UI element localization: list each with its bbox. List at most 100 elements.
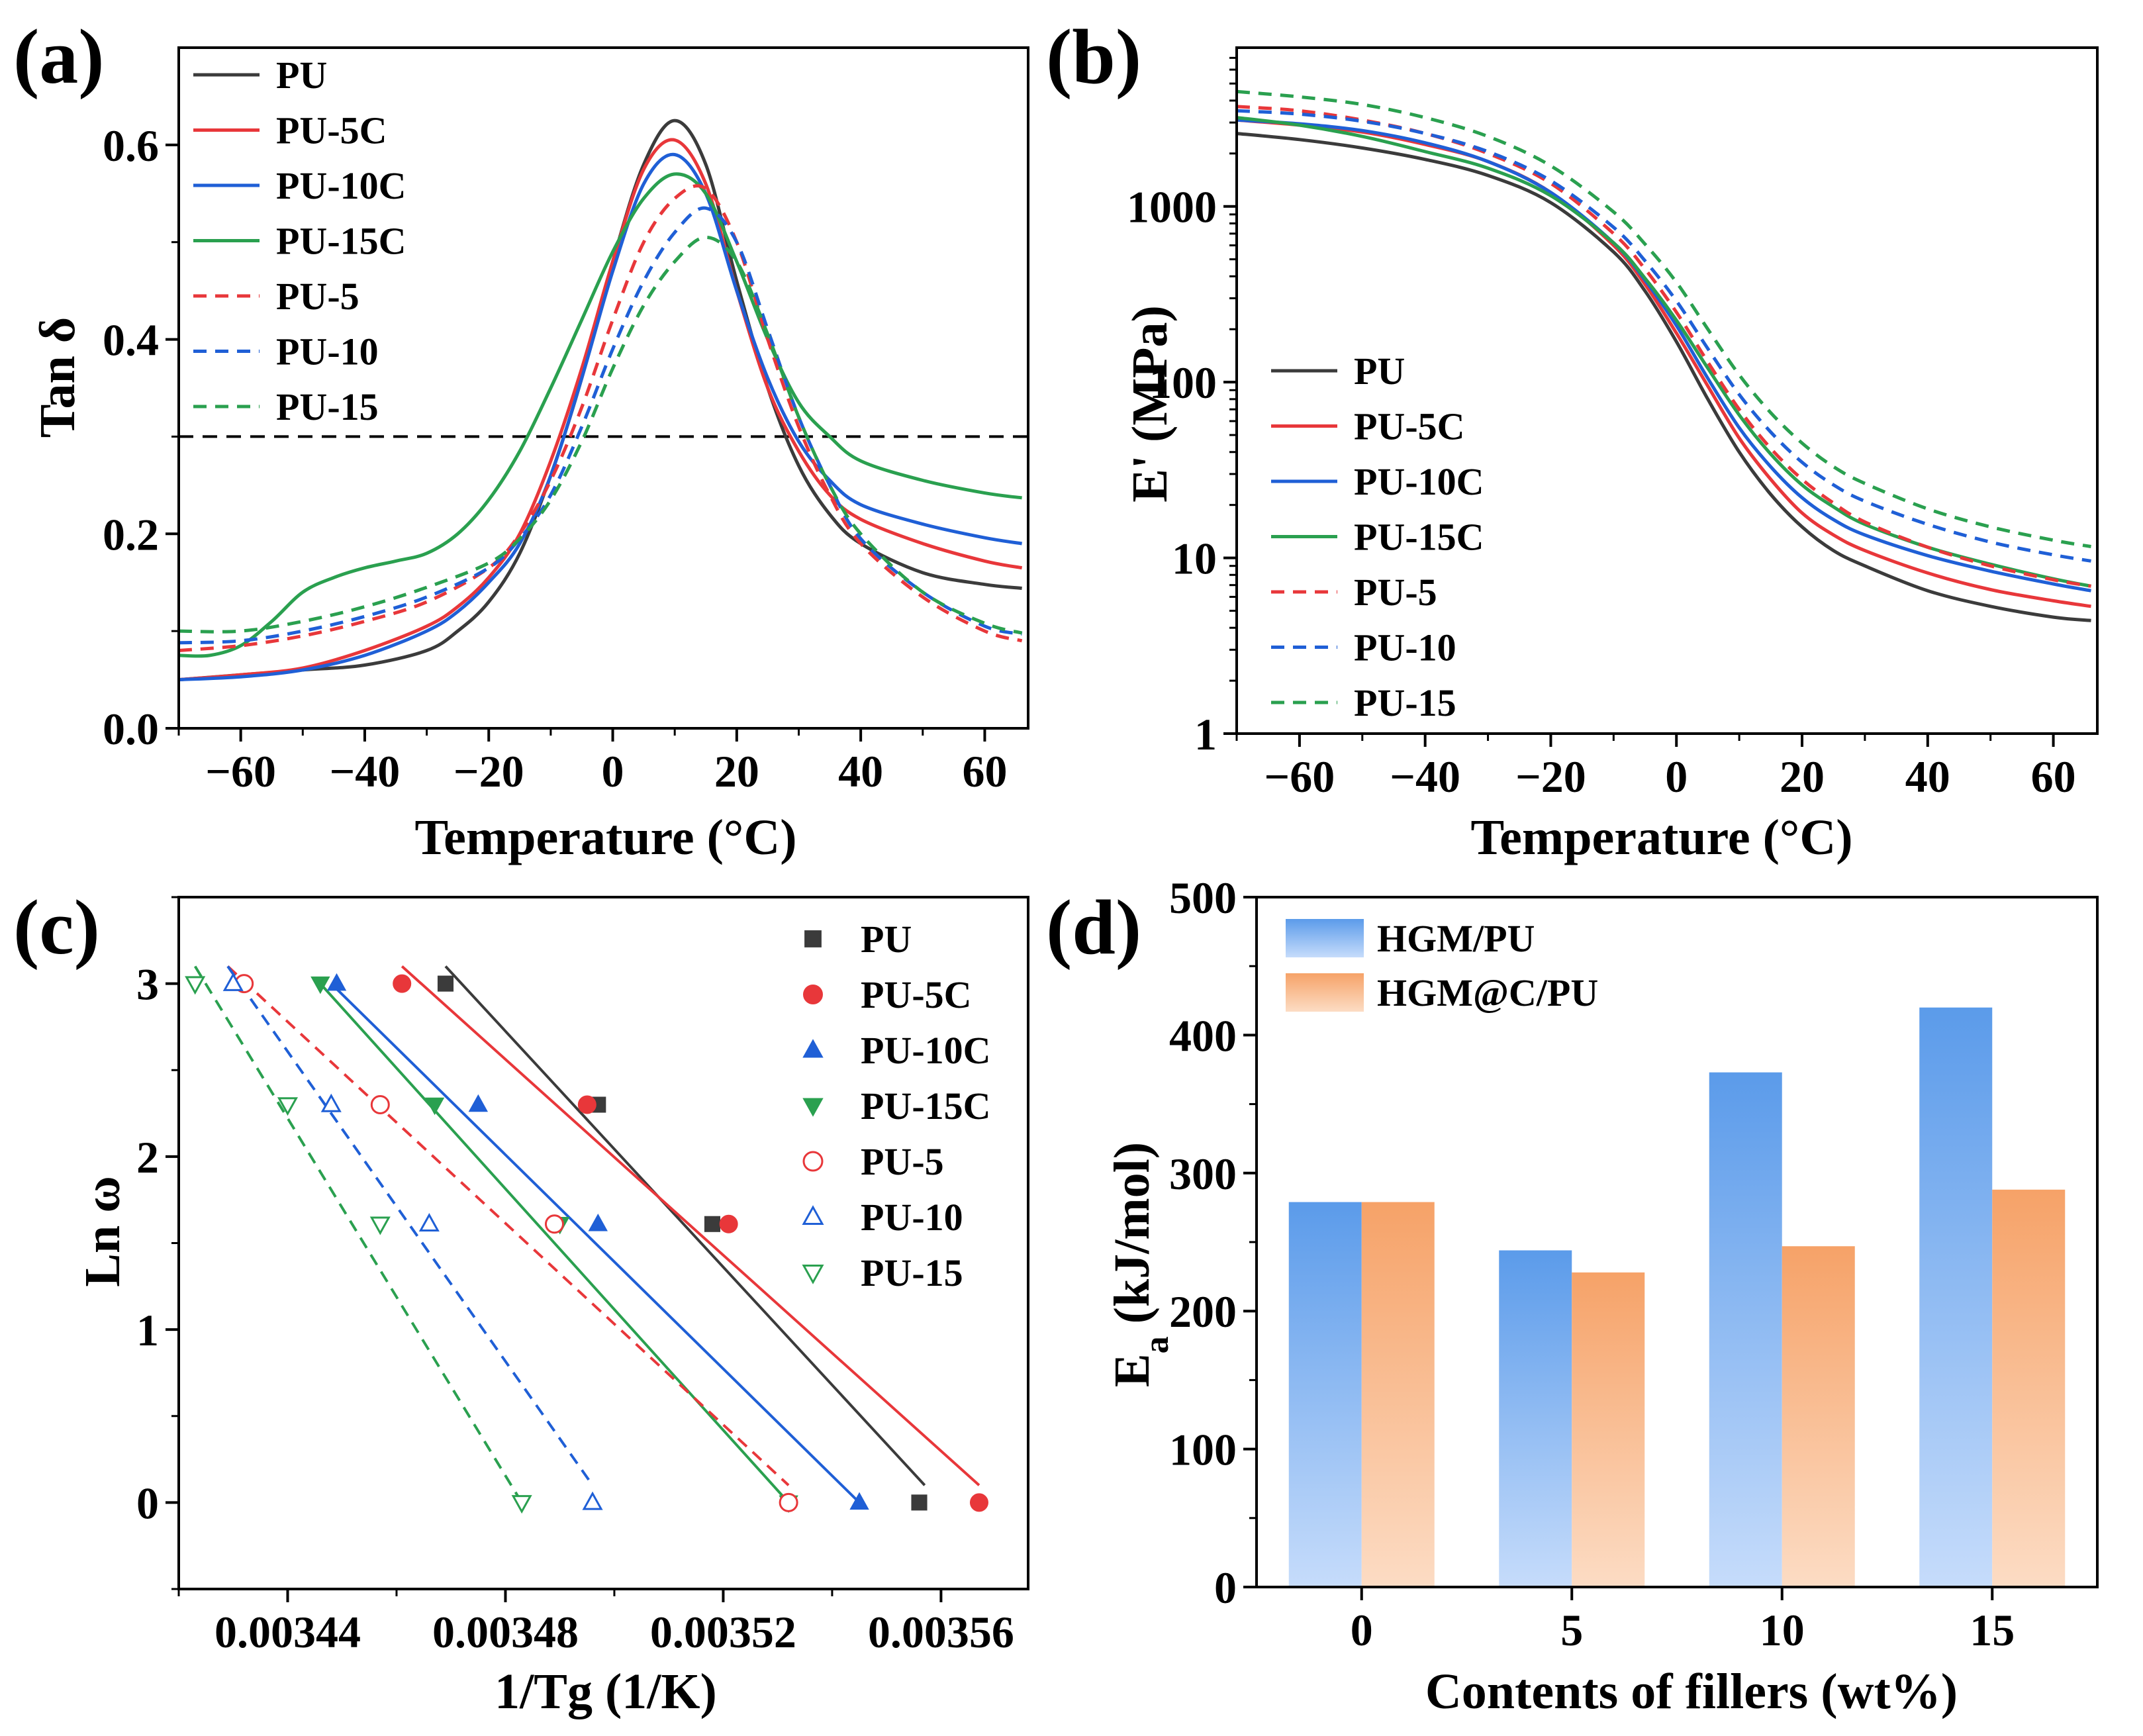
panel-c-fit-line-pu-10	[226, 965, 594, 1486]
panel-c-legend-label-pu-15c: PU-15C	[861, 1085, 991, 1128]
panel-c-ytick-label: 3	[136, 959, 159, 1010]
panel-a-legend-label-pu: PU	[276, 54, 327, 97]
panel-b-legend-label-pu-10: PU-10	[1354, 626, 1456, 669]
panel-b-legend-label-pu: PU	[1354, 350, 1405, 393]
panel-b-legend-label-pu-5: PU-5	[1354, 571, 1437, 614]
panel-c-point-pu-5c	[577, 1095, 596, 1114]
panel-a-tan-delta: (a) Temperature (°C) Tan δ −60 −40 −20 0 20 4…	[13, 13, 1029, 865]
panel-c-legend-label-pu-5: PU-5	[861, 1140, 944, 1183]
panel-d-bar-hgm-pu-15	[1919, 1007, 1993, 1587]
panel-c-point-pu-10c	[849, 1492, 869, 1510]
panel-b-xtick-label: −40	[1390, 751, 1460, 802]
panel-c-point-pu-15c	[424, 1097, 445, 1116]
panel-b-legend-label-pu-15: PU-15	[1354, 681, 1456, 724]
panel-b-legend-label-pu-15c: PU-15C	[1354, 516, 1484, 559]
panel-d-xtick-label: 5	[1560, 1605, 1583, 1655]
panel-c-xtick-label: 0.00352	[650, 1607, 796, 1657]
panel-c-ytick-label: 2	[136, 1132, 159, 1182]
panel-c-legend-label-pu-10c: PU-10C	[861, 1029, 991, 1072]
panel-c-point-pu-10	[320, 1093, 342, 1112]
panel-c-frame	[177, 896, 1029, 1590]
panel-d-bar-hgm-c-pu-5	[1572, 1272, 1645, 1587]
panel-c-point-pu-10c	[588, 1214, 608, 1231]
panel-a-xtick-label: 40	[838, 746, 883, 796]
panel-c-point-pu-10c	[468, 1094, 489, 1112]
panel-c-point-pu	[911, 1494, 928, 1511]
panel-c-point-pu	[704, 1216, 721, 1232]
panel-d-xtick-label: 10	[1760, 1605, 1805, 1655]
panel-c-ytick-label: 1	[136, 1305, 159, 1355]
panel-a-xtick-label: 60	[962, 746, 1007, 796]
panel-b-storage-modulus: (b) Temperature (°C) E' (MPa) −60 −40 −20 0…	[1046, 13, 2099, 865]
panel-d-ytick-label: 300	[1169, 1149, 1237, 1199]
panel-d-label: (d)	[1046, 884, 1141, 971]
panel-a-legend-label-pu-5c: PU-5C	[276, 109, 387, 152]
panel-b-xtick-label: −20	[1515, 751, 1586, 802]
panel-c-ytick-label: 0	[136, 1478, 159, 1528]
panel-a-xtick-label: 0	[602, 746, 624, 796]
panel-d-ytick-label: 0	[1214, 1563, 1237, 1613]
panel-c-point-pu-5c	[393, 974, 412, 993]
panel-c-fit-line-pu-10c	[330, 983, 861, 1504]
panel-a-frame	[177, 46, 1029, 730]
panel-d-legend-swatch-hgm-pu	[1286, 919, 1364, 957]
panel-d-ylabel-sub: a	[1138, 1336, 1176, 1353]
panel-d-bar-hgm-c-pu-15	[1992, 1189, 2066, 1587]
panel-a-series-line-pu-15c	[178, 172, 1022, 658]
panel-a-xtick-label: −40	[330, 746, 401, 796]
panel-c-legend-label-pu: PU	[861, 918, 912, 961]
panel-a-xtick-label: −60	[205, 746, 276, 796]
panel-a-xtick-label: 20	[714, 746, 759, 796]
panel-c-fit-line-pu	[444, 965, 926, 1486]
panel-b-ytick-label: 1000	[1127, 182, 1217, 232]
panel-b-xtick-label: 20	[1780, 751, 1825, 802]
panel-a-series-line-pu-10c	[178, 152, 1022, 682]
panel-a-series-line-pu-5	[178, 184, 1023, 652]
panel-c-point-pu-15	[185, 976, 206, 995]
panel-d-legend-label-hgm-pu: HGM/PU	[1377, 917, 1535, 960]
panel-b-label: (b)	[1046, 13, 1141, 100]
panel-b-series-line-pu	[1236, 132, 2091, 622]
panel-a-xlabel: Temperature (°C)	[414, 810, 796, 865]
panel-c-arrhenius: (c) 1/Tg (1/K) Ln ω 0.00344 0.00348 0.0035…	[13, 884, 1029, 1719]
panel-d-frame	[1255, 896, 2099, 1588]
panel-c-point-pu-10	[582, 1491, 603, 1510]
panel-d-ylabel-main: E	[1104, 1353, 1160, 1387]
panel-c-xlabel: 1/Tg (1/K)	[495, 1664, 717, 1719]
panel-a-ytick-label: 0.2	[103, 509, 159, 559]
panel-d-bar-hgm-pu-5	[1499, 1250, 1572, 1587]
panel-a-series-line-pu-5c	[178, 138, 1023, 682]
panel-d-ytick-label: 200	[1169, 1286, 1237, 1337]
panel-d-ytick-label: 500	[1169, 873, 1237, 923]
panel-c-legend-label-pu-5c: PU-5C	[861, 973, 972, 1016]
panel-a-legend-label-pu-10c: PU-10C	[276, 164, 406, 207]
panel-d-ytick-label: 400	[1169, 1010, 1237, 1061]
panel-d-ytick-label: 100	[1169, 1425, 1237, 1475]
panel-a-ytick-label: 0.4	[103, 315, 159, 365]
panel-c-ylabel: Ln ω	[75, 1176, 130, 1287]
panel-d-xtick-label: 15	[1970, 1605, 2015, 1655]
panel-c-legend-marker-pu-10	[802, 1205, 824, 1225]
panel-d-bar-hgm-pu-0	[1288, 1202, 1362, 1587]
panel-d-activation-energy: (d) Contents of fillers (wt%) Ea (kJ/mol…	[1046, 873, 2099, 1719]
panel-c-point-pu-10c	[326, 973, 347, 991]
panel-c-xtick-label: 0.00344	[214, 1607, 361, 1657]
panel-b-ytick-label: 100	[1149, 358, 1217, 408]
panel-d-legend-swatch-hgm-c-pu	[1286, 973, 1364, 1012]
panel-a-xtick-label: −20	[453, 746, 524, 796]
panel-b-xtick-label: 60	[2031, 751, 2076, 802]
panel-c-point-pu-15c	[310, 976, 330, 994]
panel-d-xlabel: Contents of fillers (wt%)	[1425, 1664, 1958, 1719]
panel-a-legend-label-pu-5: PU-5	[276, 275, 359, 318]
panel-b-series-line-pu-5	[1236, 105, 2091, 588]
panel-b-xlabel: Temperature (°C)	[1470, 810, 1852, 865]
panel-d-legend-label-hgm-c-pu: HGM@C/PU	[1377, 971, 1598, 1014]
panel-c-legend-marker-pu-5c	[803, 985, 823, 1004]
panel-b-xtick-label: 0	[1665, 751, 1688, 802]
panel-c-legend-label-pu-10: PU-10	[861, 1196, 963, 1239]
panel-d-ylabel-unit: (kJ/mol)	[1104, 1142, 1160, 1336]
panel-c-xtick-label: 0.00348	[432, 1607, 579, 1657]
panel-c-point-pu-5c	[719, 1214, 738, 1233]
panel-c-point-pu-15	[369, 1216, 391, 1235]
